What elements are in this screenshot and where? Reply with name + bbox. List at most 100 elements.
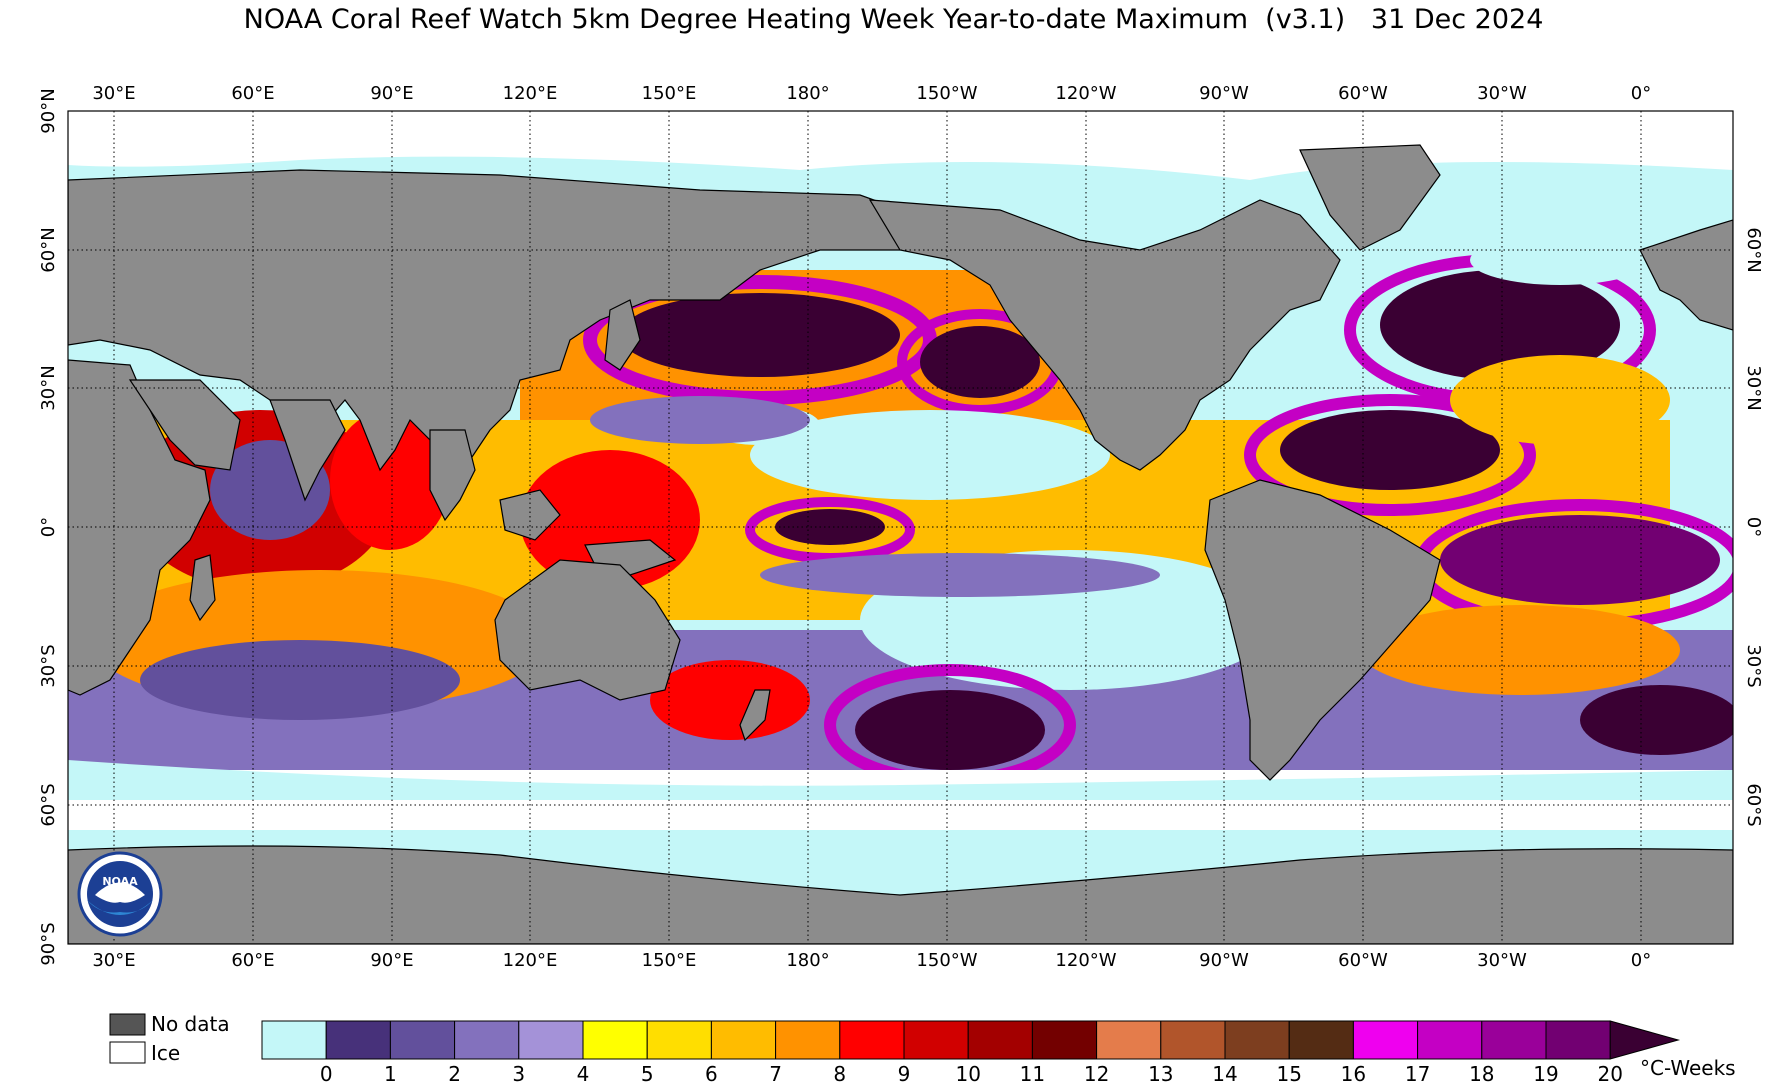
colorbar-segment bbox=[646, 1020, 712, 1060]
colorbar-segment bbox=[518, 1020, 584, 1060]
southern-ocean-cool-strip bbox=[68, 760, 1733, 800]
longitude-label-top: 60°E bbox=[231, 83, 274, 104]
longitude-label-top: 30°W bbox=[1477, 83, 1527, 104]
heat-patch-bay-of-bengal bbox=[330, 410, 450, 550]
heat-patch-caribbean-ring bbox=[1244, 394, 1536, 516]
heat-patch-north-pacific-ring bbox=[583, 275, 937, 405]
colorbar-tick-label: 5 bbox=[641, 1062, 654, 1086]
longitude-label-top: 90°E bbox=[370, 83, 413, 104]
land-madagascar bbox=[189, 554, 216, 622]
colorbar-segment bbox=[261, 1020, 327, 1060]
longitude-label-top: 0° bbox=[1631, 83, 1651, 104]
colorbar-tick-label: 13 bbox=[1148, 1062, 1173, 1086]
colorbar-tick-label: 17 bbox=[1405, 1062, 1430, 1086]
longitude-label-bottom: 60°E bbox=[231, 950, 274, 971]
colorbar-tick-label: 16 bbox=[1341, 1062, 1366, 1086]
map-panel bbox=[68, 111, 1733, 944]
ice-swatch bbox=[109, 1041, 146, 1064]
longitude-labels-bottom: 30°E 60°E 90°E 120°E 150°E 180° 150°W 120°W 90°W… bbox=[92, 950, 1651, 971]
heat-patch-caribbean-core bbox=[1280, 410, 1500, 490]
longitude-label-bottom: 120°E bbox=[503, 950, 558, 971]
longitude-label-top: 60°W bbox=[1338, 83, 1388, 104]
colorbar-tick-label: 3 bbox=[512, 1062, 525, 1086]
colorbar-tick-label: 2 bbox=[448, 1062, 461, 1086]
land-new-zealand bbox=[739, 689, 771, 742]
colorbar-tick-label: 11 bbox=[1020, 1062, 1045, 1086]
colorbar-segment bbox=[1160, 1020, 1226, 1060]
colorbar-segment bbox=[325, 1020, 391, 1060]
latitude-label-left: 60°S bbox=[38, 783, 59, 826]
land-europe-west bbox=[1639, 219, 1733, 331]
longitude-label-bottom: 30°W bbox=[1477, 950, 1527, 971]
ice-label: Ice bbox=[151, 1041, 180, 1065]
colorbar-tick-label: 12 bbox=[1084, 1062, 1109, 1086]
colorbar-tick-label: 4 bbox=[577, 1062, 590, 1086]
colorbar-tick-labels: 0 1 2 3 4 5 6 7 8 9 10 11 12 13 14 15 16 17 18 19 20 bbox=[320, 1062, 1623, 1086]
latitude-label-left: 60°N bbox=[38, 227, 59, 272]
map-title: NOAA Coral Reef Watch 5km Degree Heating… bbox=[243, 4, 1544, 35]
colorbar-tick-label: 18 bbox=[1469, 1062, 1494, 1086]
heat-patch-north-pacific-core bbox=[620, 293, 900, 377]
latitude-label-left: 30°N bbox=[38, 365, 59, 410]
latitude-labels-left: 90°N 60°N 30°N 0° 30°S 60°S 90°S bbox=[38, 88, 59, 965]
colorbar-tick-label: 7 bbox=[769, 1062, 782, 1086]
heat-patch-equatorial-pacific-ring bbox=[745, 497, 915, 563]
colorbar-segment bbox=[389, 1020, 456, 1060]
colorbar-tick-label: 9 bbox=[898, 1062, 911, 1086]
land-australia bbox=[494, 559, 681, 701]
longitude-label-bottom: 0° bbox=[1631, 950, 1651, 971]
colorbar-extend-arrow bbox=[1609, 1020, 1681, 1060]
legend-no-data: No data bbox=[109, 1012, 230, 1036]
colorbar-segment bbox=[1545, 1020, 1611, 1060]
longitude-label-top: 90°W bbox=[1199, 83, 1249, 104]
colorbar-unit: °C-Weeks bbox=[1640, 1056, 1736, 1080]
longitude-label-bottom: 60°W bbox=[1338, 950, 1388, 971]
heat-patch-south-atlantic-east-core bbox=[1580, 685, 1733, 755]
heat-patch-south-atlantic-warm bbox=[1360, 605, 1680, 695]
latitude-label-right: 60°S bbox=[1743, 783, 1764, 826]
graticule bbox=[68, 111, 1733, 944]
colorbar-segment bbox=[903, 1020, 969, 1060]
heat-patch-south-atlantic-core bbox=[1440, 515, 1720, 605]
latitude-labels-right: 60°N 30°N 0° 30°S 60°S bbox=[1743, 227, 1764, 826]
longitude-label-top: 120°W bbox=[1055, 83, 1116, 104]
longitude-label-bottom: 180° bbox=[786, 950, 829, 971]
latitude-label-left: 90°N bbox=[38, 88, 59, 133]
longitude-label-top: 30°E bbox=[92, 83, 135, 104]
colorbar-segment bbox=[1417, 1020, 1483, 1060]
colorbar-tick-label: 15 bbox=[1276, 1062, 1301, 1086]
cool-patch-subtropical-north-pacific bbox=[750, 410, 1110, 500]
colorbar-segment bbox=[710, 1020, 777, 1060]
cool-patch-north-atlantic bbox=[1470, 235, 1650, 285]
land-southeast-asia bbox=[429, 429, 476, 522]
land-antarctica bbox=[68, 845, 1733, 944]
purple-band-north-pacific bbox=[590, 396, 810, 444]
longitude-label-bottom: 150°W bbox=[916, 950, 977, 971]
latitude-label-right: 60°N bbox=[1743, 227, 1764, 272]
legend-ice: Ice bbox=[109, 1041, 180, 1065]
longitude-label-bottom: 90°E bbox=[370, 950, 413, 971]
land-india bbox=[269, 399, 346, 502]
heat-patch-indian-south-purple bbox=[140, 640, 460, 720]
colorbar-segment bbox=[1481, 1020, 1547, 1060]
longitude-label-bottom: 90°W bbox=[1199, 950, 1249, 971]
colorbar-segment bbox=[775, 1020, 841, 1060]
colorbar-tick-label: 0 bbox=[320, 1062, 333, 1086]
colorbar-segment bbox=[1288, 1020, 1354, 1060]
latitude-label-left: 30°S bbox=[38, 644, 59, 687]
colorbar-segment bbox=[839, 1020, 905, 1060]
colorbar-tick-label: 10 bbox=[955, 1062, 980, 1086]
latitude-label-right: 30°N bbox=[1743, 365, 1764, 410]
longitude-label-bottom: 30°E bbox=[92, 950, 135, 971]
latitude-label-left: 0° bbox=[38, 517, 59, 537]
no-data-swatch bbox=[109, 1013, 146, 1036]
longitude-label-top: 180° bbox=[786, 83, 829, 104]
latitude-label-right: 0° bbox=[1743, 517, 1764, 537]
heat-patch-south-pacific-core bbox=[855, 690, 1045, 770]
land-south-america bbox=[1204, 479, 1441, 781]
longitude-labels-top: 30°E 60°E 90°E 120°E 150°E 180° 150°W 120°W 90°W… bbox=[92, 83, 1651, 104]
colorbar-tick-label: 6 bbox=[705, 1062, 718, 1086]
colorbar-segment bbox=[454, 1020, 520, 1060]
noaa-logo: NOAA bbox=[77, 851, 163, 937]
